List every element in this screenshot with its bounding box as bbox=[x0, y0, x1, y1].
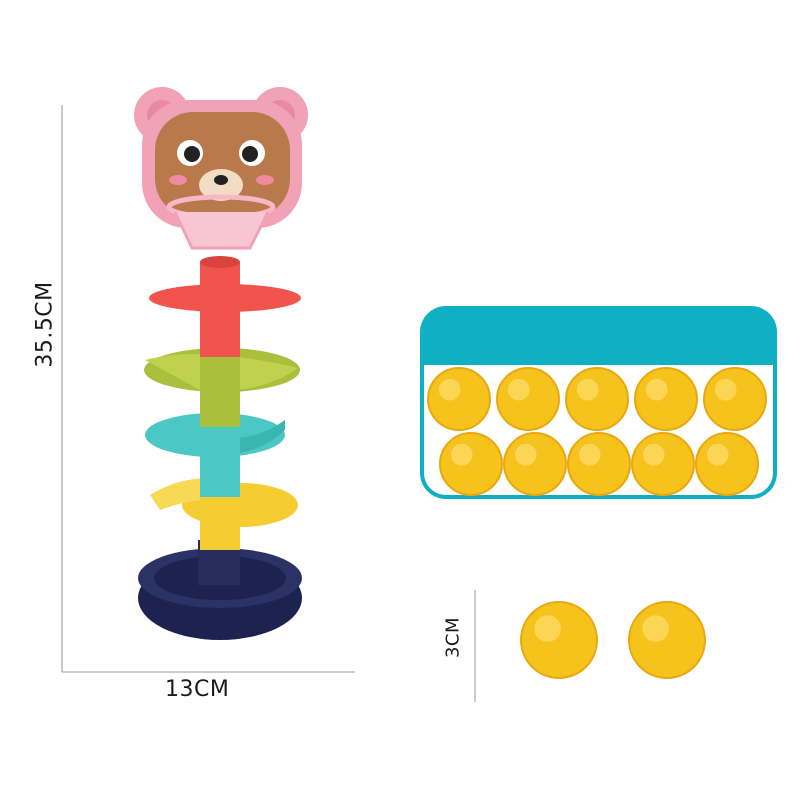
ball bbox=[439, 432, 503, 496]
ball bbox=[496, 367, 560, 431]
ball-highlight bbox=[534, 615, 561, 642]
ball-highlight bbox=[438, 378, 461, 401]
ball-highlight bbox=[507, 378, 530, 401]
ball-highlight bbox=[450, 443, 473, 466]
ball-highlight bbox=[645, 378, 668, 401]
ball-highlight bbox=[714, 378, 737, 401]
ball-highlight bbox=[642, 443, 665, 466]
ball-highlight bbox=[706, 443, 729, 466]
loose-balls bbox=[520, 601, 706, 679]
ball bbox=[628, 601, 706, 679]
ball bbox=[695, 432, 759, 496]
ball-highlight bbox=[642, 615, 669, 642]
ball-highlight bbox=[514, 443, 537, 466]
width-label: 13CM bbox=[165, 677, 230, 702]
ball bbox=[503, 432, 567, 496]
ball bbox=[427, 367, 491, 431]
ball bbox=[520, 601, 598, 679]
ball-highlight bbox=[578, 443, 601, 466]
height-label: 35.5CM bbox=[32, 281, 58, 368]
ball-tower-toy bbox=[134, 87, 308, 640]
box-balls bbox=[427, 367, 767, 496]
ball-highlight bbox=[576, 378, 599, 401]
ball bbox=[567, 432, 631, 496]
ball bbox=[565, 367, 629, 431]
ball bbox=[703, 367, 767, 431]
ball bbox=[631, 432, 695, 496]
ball bbox=[634, 367, 698, 431]
ball-size-label: 3CM bbox=[442, 616, 464, 659]
